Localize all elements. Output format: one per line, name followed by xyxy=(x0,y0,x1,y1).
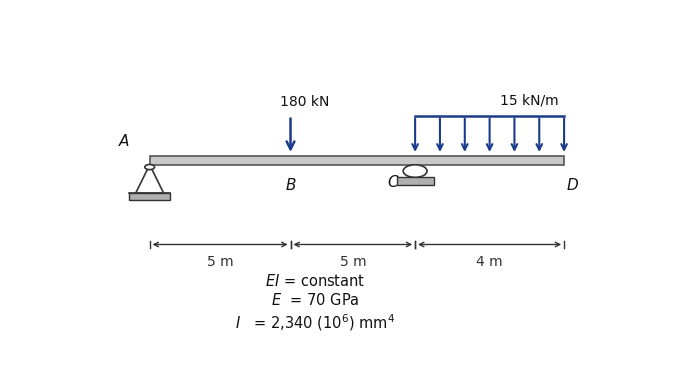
Text: 5 m: 5 m xyxy=(340,255,366,269)
Circle shape xyxy=(145,164,154,170)
Text: $E$  = 70 GPa: $E$ = 70 GPa xyxy=(271,292,359,308)
Polygon shape xyxy=(397,177,433,186)
Polygon shape xyxy=(129,193,171,200)
Circle shape xyxy=(403,165,427,177)
Polygon shape xyxy=(136,165,164,193)
Text: 5 m: 5 m xyxy=(207,255,233,269)
Text: 4 m: 4 m xyxy=(476,255,503,269)
Text: $EI$ = constant: $EI$ = constant xyxy=(265,273,365,289)
Text: D: D xyxy=(567,178,579,193)
Text: C: C xyxy=(387,175,398,190)
Text: B: B xyxy=(285,178,296,193)
Text: 180 kN: 180 kN xyxy=(280,95,329,108)
Text: A: A xyxy=(119,134,129,149)
Polygon shape xyxy=(150,156,564,165)
Text: $I$   = 2,340 (10$^6$) mm$^4$: $I$ = 2,340 (10$^6$) mm$^4$ xyxy=(235,312,395,333)
Text: 15 kN/m: 15 kN/m xyxy=(500,93,559,107)
